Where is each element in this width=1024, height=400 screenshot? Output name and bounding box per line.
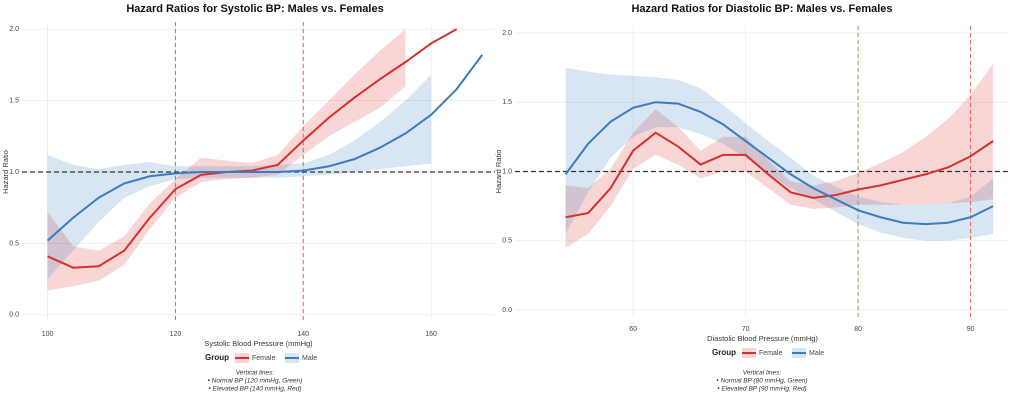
legend-label: Male: [809, 350, 824, 357]
chart-title: Hazard Ratios for Systolic BP: Males vs.…: [126, 3, 383, 15]
y-tick-label: 1.5: [502, 99, 512, 106]
x-axis-label: Diastolic Blood Pressure (mmHg): [707, 334, 818, 343]
annotation: • Normal BP (80 mmHg, Green): [716, 378, 807, 385]
annotation: • Elevated BP (90 mmHg, Red): [717, 386, 806, 393]
legend-title: Group: [712, 348, 736, 357]
x-tick-label: 140: [297, 331, 309, 338]
chart-title: Hazard Ratios for Diastolic BP: Males vs…: [631, 3, 892, 15]
x-tick-label: 80: [854, 326, 862, 333]
x-tick-label: 70: [742, 326, 750, 333]
annotation: Vertical lines:: [236, 370, 275, 377]
y-axis-label: Hazard Ratio: [1, 150, 10, 194]
confidence-band: [47, 29, 406, 291]
y-axis-label: Hazard Ratio: [494, 150, 503, 194]
y-tick-label: 1.5: [9, 97, 19, 104]
y-tick-label: 2.0: [502, 30, 512, 37]
series-line: [565, 131, 994, 219]
x-tick-label: 120: [170, 331, 182, 338]
annotation: Vertical lines:: [743, 370, 782, 377]
y-tick-label: 0.5: [9, 240, 19, 247]
legend-label: Female: [759, 350, 782, 357]
y-tick-label: 0.0: [502, 307, 512, 314]
series-line: [564, 101, 994, 226]
y-tick-label: 1.0: [9, 169, 19, 176]
legend-title: Group: [205, 353, 229, 362]
x-tick-label: 60: [629, 326, 637, 333]
chart-panel: Hazard Ratios for Diastolic BP: Males vs…: [494, 3, 1010, 393]
y-tick-label: 0.0: [9, 312, 19, 319]
legend-label: Male: [302, 355, 317, 362]
series-line: [47, 28, 458, 269]
series-line: [46, 54, 484, 242]
y-tick-label: 0.5: [502, 238, 512, 245]
confidence-band: [565, 67, 994, 241]
annotation: • Elevated BP (140 mmHg, Red): [208, 386, 301, 393]
chart-panel: Hazard Ratios for Systolic BP: Males vs.…: [1, 3, 495, 393]
x-axis-label: Systolic Blood Pressure (mmHg): [204, 339, 313, 348]
y-tick-label: 1.0: [502, 168, 512, 175]
legend-label: Female: [252, 355, 275, 362]
x-tick-label: 160: [425, 331, 437, 338]
annotation: • Normal BP (120 mmHg, Green): [208, 378, 303, 385]
y-tick-label: 2.0: [9, 26, 19, 33]
confidence-band: [565, 63, 994, 248]
x-tick-label: 90: [967, 326, 975, 333]
confidence-band: [47, 74, 432, 280]
x-tick-label: 100: [42, 331, 54, 338]
